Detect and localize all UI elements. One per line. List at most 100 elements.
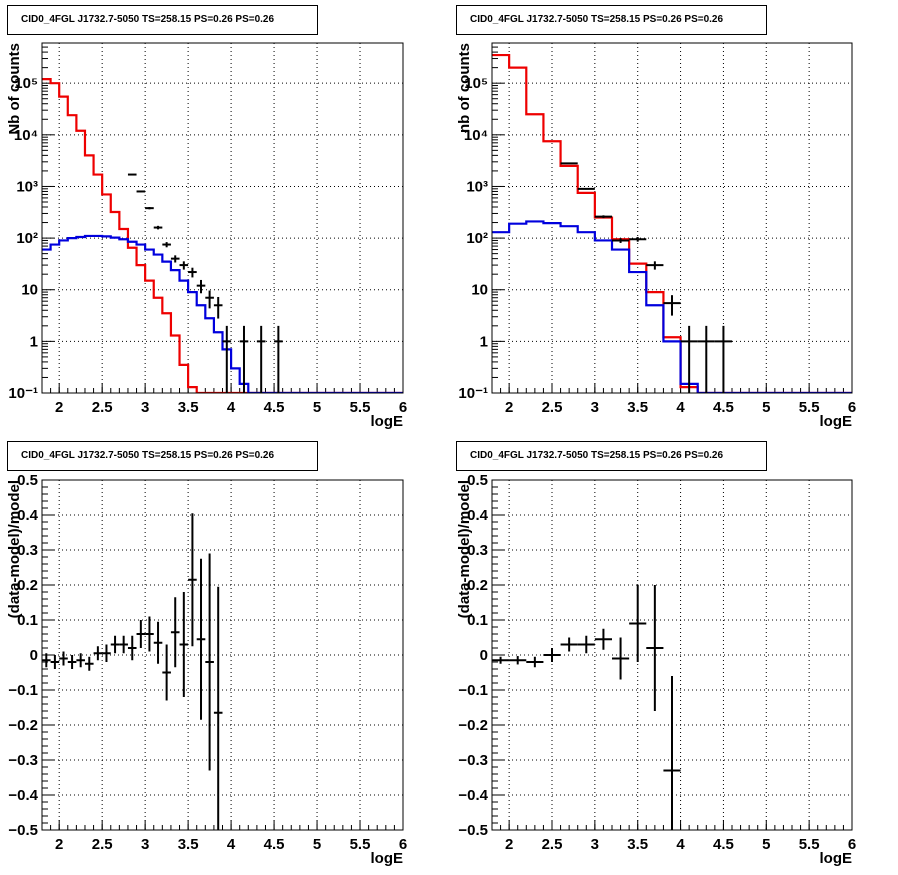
y-axis-label: Nb of counts (6, 43, 23, 135)
data-point (188, 267, 197, 278)
residual-point (577, 635, 595, 654)
x-tick-label: 5 (313, 836, 321, 853)
x-tick-label: 3.5 (627, 399, 648, 416)
series-0 (492, 53, 852, 393)
residual-point (50, 655, 60, 669)
y-tick-label: 10⁵ (464, 75, 488, 92)
x-tick-label: 5.5 (350, 836, 371, 853)
x-tick-label: 5 (762, 399, 770, 416)
chart-panel-2: 2 2.5 3 3.5 4 4.5 5 5.5 6 −0.5 −0.4 −0.3 −0.2 −0.1 0 0.… (6, 472, 407, 867)
series-1 (42, 234, 403, 393)
data-point (577, 187, 595, 190)
y-tick-label: 10⁵ (14, 75, 38, 92)
y-tick-label: −0.4 (458, 787, 488, 804)
residual-point (663, 676, 681, 830)
residual-point (59, 651, 68, 666)
data-point (145, 207, 154, 210)
residual-point (213, 586, 223, 830)
residual-point (119, 635, 128, 654)
x-tick-label: 3.5 (627, 836, 648, 853)
y-tick-label: 10³ (466, 178, 488, 195)
chart-panel-1: 2 2.5 3 3.5 4 4.5 5 5.5 6 10⁻¹ 1 10 10² 10³ 10⁴ 10⁵ logE… (456, 42, 856, 430)
data-point (170, 255, 180, 263)
residual-point (646, 585, 664, 711)
data-point (239, 325, 249, 393)
y-tick-label: 1 (480, 333, 488, 350)
y-tick-label: 10 (21, 282, 38, 299)
residual-point (196, 558, 206, 720)
x-tick-label: 2 (55, 836, 63, 853)
y-tick-label: −0.3 (8, 752, 38, 769)
residual-point (67, 655, 77, 669)
x-tick-label: 2.5 (542, 399, 563, 416)
data-point (127, 173, 137, 176)
residual-point (188, 513, 197, 647)
y-tick-label: −0.5 (458, 822, 488, 839)
x-tick-label: 4 (227, 836, 236, 853)
residual-point (509, 656, 527, 665)
x-tick-label: 4.5 (264, 836, 285, 853)
residual-point (136, 620, 146, 648)
x-tick-label: 4.5 (713, 836, 734, 853)
data-point (680, 325, 698, 393)
data-point (646, 261, 664, 270)
data-point (697, 325, 715, 393)
series-2 (127, 173, 283, 393)
residual-point (102, 644, 111, 662)
y-tick-label: 10⁴ (14, 127, 38, 144)
y-tick-label: 10 (471, 282, 488, 299)
data-point (213, 296, 223, 319)
data-point (162, 242, 171, 248)
x-tick-label: 6 (848, 836, 856, 853)
y-axis-label: nb of counts (456, 43, 473, 133)
x-tick-label: 3 (591, 399, 599, 416)
x-tick-label: 4.5 (713, 399, 734, 416)
data-point (136, 190, 146, 193)
residual-point (560, 637, 578, 652)
x-tick-label: 2.5 (542, 836, 563, 853)
x-tick-label: 4 (227, 399, 236, 416)
y-tick-label: 10⁻¹ (8, 385, 38, 402)
data-point (560, 162, 578, 165)
x-tick-label: 2 (55, 399, 63, 416)
panel-title-top-left: CID0_4FGL J1732.7-5050 TS=258.15 PS=0.26… (7, 5, 318, 35)
y-axis-label: (data-model)/model (6, 480, 23, 618)
x-tick-label: 4.5 (264, 399, 285, 416)
data-point (663, 295, 681, 316)
data-point (629, 237, 647, 242)
y-tick-label: 0.1 (17, 612, 38, 629)
data-point (274, 325, 283, 393)
y-tick-label: 10⁻¹ (458, 385, 488, 402)
data-point (196, 279, 206, 294)
x-tick-label: 6 (848, 399, 856, 416)
chart-panel-0: 2 2.5 3 3.5 4 4.5 5 5.5 6 10⁻¹ 1 10 10² 10³ 10⁴ 10⁵ logE… (6, 42, 407, 430)
y-tick-label: −0.2 (8, 717, 38, 734)
y-tick-label: 0.5 (17, 472, 38, 489)
y-tick-label: 1 (30, 333, 38, 350)
y-tick-label: 0.2 (17, 577, 38, 594)
plot-frame (491, 42, 853, 394)
residual-point (205, 553, 214, 771)
y-tick-label: −0.2 (458, 717, 488, 734)
y-tick-label: 10² (466, 230, 488, 247)
plot-frame (41, 42, 404, 394)
x-tick-label: 3 (141, 836, 149, 853)
panel-title-bottom-left: CID0_4FGL J1732.7-5050 TS=258.15 PS=0.26… (7, 441, 318, 471)
x-tick-label: 2.5 (92, 399, 113, 416)
x-tick-label: 6 (399, 836, 407, 853)
x-tick-label: 5.5 (799, 836, 820, 853)
x-tick-label: 3 (591, 836, 599, 853)
residual-point (127, 635, 137, 661)
y-tick-label: −0.5 (8, 822, 38, 839)
x-tick-label: 4 (676, 399, 685, 416)
x-axis-label: logE (820, 413, 853, 430)
y-tick-label: −0.1 (458, 682, 488, 699)
y-tick-label: 0.4 (17, 507, 39, 524)
y-tick-label: 10³ (16, 178, 38, 195)
histogram-line (42, 77, 403, 393)
x-tick-label: 3 (141, 399, 149, 416)
x-tick-label: 5 (762, 836, 770, 853)
residual-point (526, 656, 544, 668)
y-tick-label: 0.3 (467, 542, 488, 559)
